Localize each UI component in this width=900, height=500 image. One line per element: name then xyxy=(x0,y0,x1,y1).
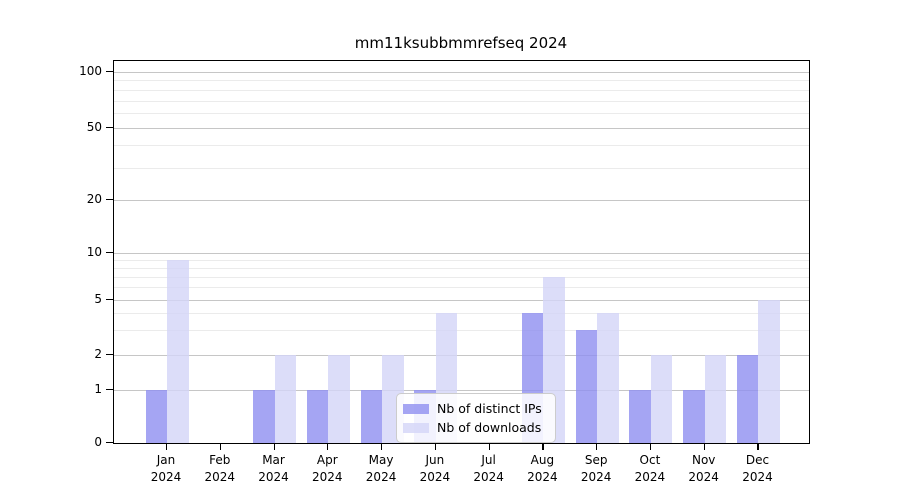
bar-ips-jan xyxy=(145,389,167,443)
gridline-3 xyxy=(114,330,809,332)
legend-row-distinct-ips: Nb of distinct IPs xyxy=(403,401,549,416)
gridline-60 xyxy=(114,112,809,114)
bar-ips-oct xyxy=(629,389,651,443)
gridline-1 xyxy=(114,389,809,391)
gridline-7 xyxy=(114,276,809,278)
x-tick-label-jan: Jan 2024 xyxy=(150,453,182,484)
x-tick-label-aug: Aug 2024 xyxy=(527,453,558,484)
bar-ips-sep xyxy=(575,330,598,443)
legend-swatch-downloads-icon xyxy=(403,422,429,433)
gridline-4 xyxy=(114,312,809,314)
gridline-90 xyxy=(114,80,809,82)
legend-label-downloads: Nb of downloads xyxy=(437,420,542,435)
bar-ips-may xyxy=(360,389,383,443)
gridline-5 xyxy=(114,299,809,301)
gridline-50 xyxy=(114,127,809,129)
x-tick-mark-oct xyxy=(649,443,652,450)
x-tick-mark-may xyxy=(381,443,383,450)
gridline-80 xyxy=(114,89,809,91)
x-tick-mark-nov xyxy=(703,443,705,450)
legend-label-distinct-ips: Nb of distinct IPs xyxy=(437,401,542,416)
y-tick-label-10: 10 xyxy=(86,244,102,259)
bar-downloads-oct xyxy=(650,354,673,443)
x-tick-label-feb: Feb 2024 xyxy=(204,453,236,484)
x-tick-label-jul: Jul 2024 xyxy=(473,453,504,484)
gridline-2 xyxy=(114,354,809,356)
y-tick-mark-50 xyxy=(106,126,113,128)
bar-downloads-mar xyxy=(274,354,297,443)
x-tick-mark-apr xyxy=(327,443,329,450)
x-tick-mark-jan xyxy=(166,443,168,450)
legend-row-downloads: Nb of downloads xyxy=(403,420,549,435)
bar-downloads-nov xyxy=(704,354,727,443)
x-tick-label-apr: Apr 2024 xyxy=(312,453,343,484)
legend-swatch-distinct-ips-icon xyxy=(403,403,429,414)
bar-downloads-apr xyxy=(328,354,350,443)
x-tick-label-dec: Dec 2024 xyxy=(742,453,773,484)
y-tick-mark-2 xyxy=(106,353,113,355)
gridline-70 xyxy=(114,100,809,102)
y-tick-label-2: 2 xyxy=(94,346,102,361)
y-tick-label-20: 20 xyxy=(86,192,102,207)
x-tick-mark-dec xyxy=(757,443,759,450)
x-tick-label-sep: Sep 2024 xyxy=(580,453,612,484)
gridline-30 xyxy=(114,168,809,170)
x-tick-label-may: May 2024 xyxy=(365,453,397,484)
x-tick-label-jun: Jun 2024 xyxy=(419,453,451,484)
gridline-40 xyxy=(114,145,809,147)
bar-ips-nov xyxy=(683,389,705,443)
y-tick-mark-0 xyxy=(106,442,113,444)
y-tick-mark-5 xyxy=(106,298,113,300)
gridline-100 xyxy=(114,71,809,73)
gridline-9 xyxy=(114,259,809,261)
x-tick-mark-jun xyxy=(434,443,437,450)
y-tick-label-100: 100 xyxy=(79,63,102,78)
bar-downloads-jan xyxy=(167,259,189,443)
x-tick-label-mar: Mar 2024 xyxy=(258,453,289,484)
y-tick-mark-10 xyxy=(106,251,113,253)
y-tick-label-1: 1 xyxy=(94,381,102,396)
y-tick-label-50: 50 xyxy=(86,119,102,134)
y-tick-mark-20 xyxy=(106,199,113,201)
x-tick-mark-feb xyxy=(219,443,221,450)
y-tick-mark-100 xyxy=(106,70,113,72)
legend: Nb of distinct IPs Nb of downloads xyxy=(396,393,556,443)
x-tick-mark-aug xyxy=(542,443,544,450)
bar-downloads-sep xyxy=(597,312,619,443)
gridline-20 xyxy=(114,200,809,202)
plot-area: Nb of distinct IPs Nb of downloads xyxy=(113,60,810,444)
y-tick-mark-1 xyxy=(106,388,113,390)
y-tick-label-5: 5 xyxy=(94,291,102,306)
y-tick-label-0: 0 xyxy=(94,435,102,449)
gridline-6 xyxy=(114,287,809,289)
chart-title: mm11ksubbmmrefseq 2024 xyxy=(354,34,568,52)
x-tick-mark-jul xyxy=(488,443,490,450)
bar-downloads-dec xyxy=(758,299,780,443)
bar-ips-apr xyxy=(306,389,329,443)
x-tick-mark-sep xyxy=(596,443,598,450)
gridline-10 xyxy=(114,252,809,254)
x-tick-label-nov: Nov 2024 xyxy=(688,453,719,484)
gridline-8 xyxy=(114,267,809,269)
bar-ips-mar xyxy=(253,389,275,443)
bar-ips-dec xyxy=(736,354,759,443)
x-tick-label-oct: Oct 2024 xyxy=(634,453,666,484)
x-tick-mark-mar xyxy=(273,443,275,450)
